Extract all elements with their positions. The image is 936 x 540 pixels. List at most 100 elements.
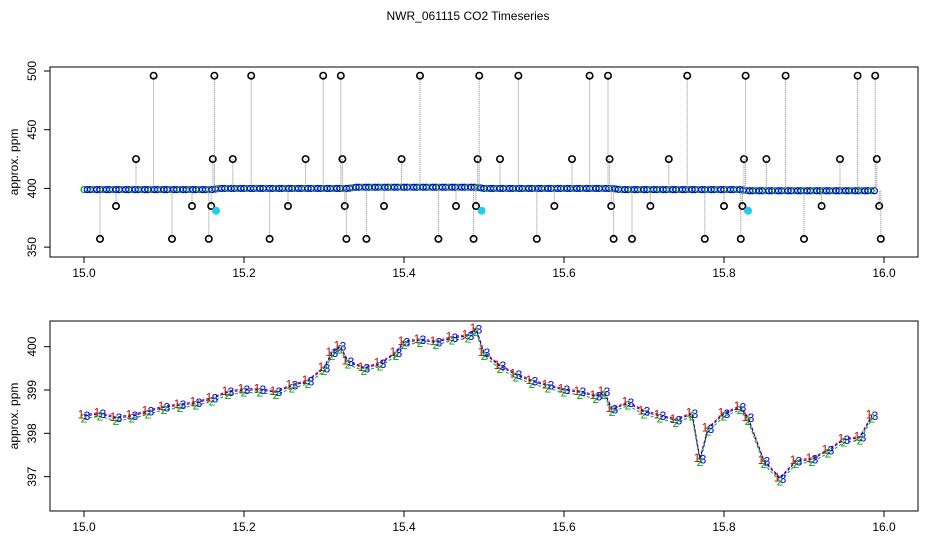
- series-3-marker: 3: [436, 335, 443, 349]
- flag-point: [149, 71, 158, 80]
- series-2-marker: 2: [737, 403, 744, 417]
- series-2-marker: 2: [761, 457, 768, 471]
- series-2-marker: 2: [401, 338, 408, 352]
- plot-bottom-axes: 15.0 15.2 15.4 15.6 15.8 16.0 397 398 399 400: [25, 336, 896, 534]
- flag-point: [265, 234, 274, 243]
- flag-point: [132, 155, 141, 164]
- x-tick-label: 15.8: [712, 266, 736, 280]
- series-2-marker: 2: [809, 455, 816, 469]
- flag-point: [664, 155, 673, 164]
- series-2-marker: 2: [777, 474, 784, 488]
- series-2-marker: 2: [433, 338, 440, 352]
- flag-point: [738, 202, 747, 211]
- series-1-marker: 1: [494, 358, 501, 372]
- series-1-marker: 1: [142, 403, 149, 417]
- flag-point: [319, 71, 328, 80]
- flag-point: [607, 202, 616, 211]
- series-2-marker: 2: [481, 349, 488, 363]
- series-3-marker: 3: [308, 374, 315, 388]
- y-tick-label: 500: [25, 61, 39, 81]
- flag-point: [532, 234, 541, 243]
- series-1-marker: 1: [806, 451, 813, 465]
- flag-point: [112, 202, 121, 211]
- x-tick-label: 15.0: [72, 520, 96, 534]
- series-3-marker: 3: [340, 340, 347, 354]
- flag-point: [379, 202, 388, 211]
- flag-point: [338, 155, 347, 164]
- series-1-marker: 1: [790, 453, 797, 467]
- series-1-marker: 1: [302, 373, 309, 387]
- series-1-marker: 1: [446, 330, 453, 344]
- series-2-line: [83, 331, 873, 483]
- series-2-marker: 2: [593, 392, 600, 406]
- flag-point: [603, 71, 612, 80]
- series-3-marker: 3: [452, 331, 459, 345]
- flag-point: [781, 71, 790, 80]
- flag-point: [207, 202, 216, 211]
- flag-point: [342, 234, 351, 243]
- series-3-marker: 3: [612, 403, 619, 417]
- flag-point: [876, 234, 885, 243]
- series-3-marker: 3: [180, 398, 187, 412]
- flag-point: [799, 234, 808, 243]
- x-tick-label: 15.2: [232, 266, 256, 280]
- series-2-marker: 2: [97, 409, 104, 423]
- series-3-marker: 3: [872, 409, 879, 423]
- flag-point: [514, 71, 523, 80]
- series-3-marker: 3: [500, 359, 507, 373]
- series-2-marker: 2: [81, 412, 88, 426]
- series-2-marker: 2: [577, 388, 584, 402]
- flag-point: [188, 202, 197, 211]
- flag-point: [340, 202, 349, 211]
- series-2-marker: 2: [361, 364, 368, 378]
- flag-point: [605, 155, 614, 164]
- y-tick-label: 399: [25, 380, 39, 400]
- flag-point: [817, 202, 826, 211]
- series-2-marker: 2: [241, 386, 248, 400]
- series-2-marker: 2: [609, 405, 616, 419]
- flag-point: [683, 71, 692, 80]
- cyan-point: [212, 206, 220, 215]
- series-3-marker: 3: [580, 385, 587, 399]
- flag-point: [646, 202, 655, 211]
- x-tick-label: 15.0: [72, 266, 96, 280]
- series-2-marker: 2: [337, 342, 344, 356]
- series-3-marker: 3: [420, 333, 427, 347]
- flag-point: [208, 155, 217, 164]
- flag-point: [585, 71, 594, 80]
- series-2-marker: 2: [601, 388, 608, 402]
- series-1-marker: 1: [590, 388, 597, 402]
- y-tick-label: 398: [25, 423, 39, 443]
- flag-point: [469, 234, 478, 243]
- flag-point: [247, 71, 256, 80]
- x-tick-label: 15.2: [232, 520, 256, 534]
- flag-point: [872, 155, 881, 164]
- series-1-marker: 1: [558, 382, 565, 396]
- x-tick-label: 15.4: [392, 520, 416, 534]
- series-3-line: [83, 328, 873, 480]
- baseline-point: [867, 187, 875, 195]
- flag-point: [168, 234, 177, 243]
- series-2-marker: 2: [129, 412, 136, 426]
- series-2-marker: 2: [393, 349, 400, 363]
- plot-top-axes: 15.0 15.2 15.4 15.6 15.8 16.0 350 400 450 500: [25, 61, 896, 280]
- series-3-marker: 3: [260, 383, 267, 397]
- flag-point: [736, 234, 745, 243]
- series-3-marker: 3: [740, 400, 747, 414]
- series-1-marker: 1: [822, 442, 829, 456]
- series-3-marker: 3: [292, 379, 299, 393]
- series-1-marker: 1: [734, 399, 741, 413]
- y-tick-label: 350: [25, 237, 39, 257]
- series-3-marker: 3: [724, 407, 731, 421]
- series-1-marker: 1: [318, 360, 325, 374]
- series-2-marker: 2: [225, 388, 232, 402]
- series-1-marker: 1: [686, 406, 693, 420]
- series-1-marker: 1: [574, 384, 581, 398]
- series-1-marker: 1: [390, 345, 397, 359]
- flag-point: [495, 155, 504, 164]
- series-3-marker: 3: [484, 346, 491, 360]
- series-1-marker: 1: [742, 410, 749, 424]
